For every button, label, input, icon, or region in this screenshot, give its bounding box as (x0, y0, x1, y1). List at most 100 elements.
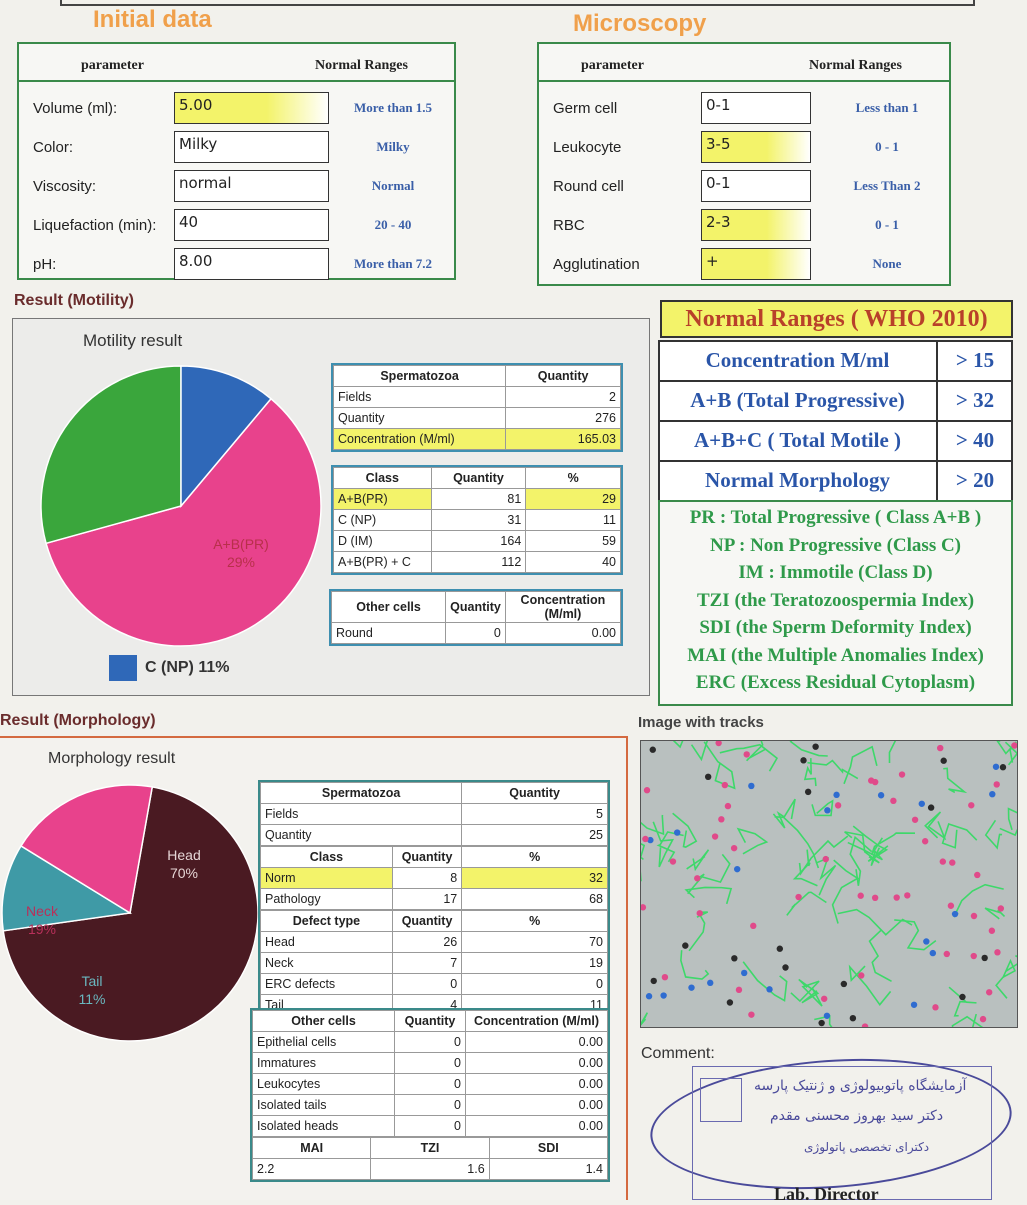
microscopy-norm: 0 - 1 (875, 139, 899, 154)
motility-other-table: Other cells Quantity Concentration (M/ml) R… (329, 589, 623, 646)
who-row-divider (936, 342, 938, 382)
sperm-head (766, 986, 773, 993)
initial-norm: More than 1.5 (353, 100, 433, 115)
sperm-head (669, 858, 677, 865)
pie-label: 19% (28, 921, 56, 937)
table-cell: 59 (525, 530, 621, 552)
sperm-head (750, 922, 757, 930)
initial-row: Liquefaction (min): 40 20 - 40 (19, 205, 454, 244)
morphology-panel: Morphology result Head 70% Tail 11% Neck 19% … (0, 736, 628, 1200)
sperm-track (951, 1013, 984, 1027)
microscopy-header-norm: Normal Ranges (809, 58, 902, 73)
table-header-cell: % (525, 467, 621, 489)
sperm-head (818, 1019, 825, 1027)
sperm-head (868, 777, 875, 784)
table-cell: 0 (391, 973, 463, 995)
table-row: A+B(PR) 81 29 (333, 488, 621, 510)
sperm-head (849, 1014, 857, 1022)
who-table: Concentration M/ml > 15 A+B (Total Progres… (658, 340, 1013, 502)
table-row: Quantity 25 (259, 824, 608, 846)
sperm-track (831, 859, 860, 924)
who-row-divider (936, 382, 938, 422)
sperm-track (641, 814, 665, 836)
table-header-cell: Spermatozoa (332, 365, 507, 387)
motility-class-table: Class Quantity% A+B(PR) 81 29 C (NP) 31 11 D (IM… (331, 465, 623, 575)
pie-label: 29% (227, 554, 255, 570)
stamp-line-1: آزمایشگاه پاتوبیولوژی و ژنتیک پارسه (754, 1078, 967, 1094)
initial-norm: 20 - 40 (374, 217, 412, 232)
table-cell: 276 (505, 407, 621, 429)
motility-chart-title: Motility result (83, 331, 183, 350)
sperm-head (726, 999, 734, 1006)
initial-value: 5.00 (174, 92, 329, 124)
table-cell: Norm (260, 867, 393, 889)
sperm-head (724, 802, 732, 810)
sperm-head (707, 979, 714, 987)
sperm-track (746, 741, 767, 762)
table-header-cell: Quantity (505, 365, 621, 387)
microscopy-value: + (701, 248, 811, 280)
who-legend-line: MAI (the Multiple Anomalies Index) (687, 644, 984, 666)
initial-label: Liquefaction (min): (33, 217, 157, 234)
sperm-track (811, 799, 834, 817)
table-cell: Round (330, 622, 447, 644)
sperm-track (803, 758, 817, 787)
sperm-head (661, 973, 669, 981)
microscopy-label: Germ cell (553, 100, 618, 117)
table-cell: 0.00 (465, 1073, 608, 1095)
table-row: Neck 7 19 (260, 952, 608, 974)
sperm-track (703, 741, 736, 790)
sperm-head (643, 787, 651, 794)
morphology-chart-title: Morphology result (48, 750, 176, 767)
sperm-track (844, 831, 880, 864)
table-header-cell: Quantity (391, 846, 463, 868)
who-row: A+B (Total Progressive) > 32 (660, 382, 1011, 422)
initial-row: Volume (ml): 5.00 More than 1.5 (19, 88, 454, 127)
pie-label: A+B(PR) (213, 536, 269, 552)
initial-row: pH: 8.00 More than 7.2 (19, 244, 454, 283)
who-row-label: A+B+C ( Total Motile ) (693, 428, 902, 452)
initial-label: Volume (ml): (33, 100, 118, 117)
sperm-head (871, 894, 879, 902)
sperm-head (970, 952, 977, 960)
sperm-track (790, 980, 823, 1007)
table-cell: Fields (332, 386, 507, 408)
table-cell: ERC defects (260, 973, 393, 995)
table-header-cell: Class (260, 846, 393, 868)
sperm-head (642, 835, 649, 843)
sperm-head (893, 894, 900, 901)
morphology-section-title: Result (Morphology) (0, 712, 156, 729)
morphology-other-table: Other cells Quantity Concentration (M/ml) E… (250, 1008, 610, 1182)
sperm-head (748, 782, 755, 790)
tracks-image (640, 740, 1018, 1028)
microscopy-row: Round cell 0-1 Less Than 2 (539, 166, 949, 205)
table-cell: Leukocytes (252, 1073, 395, 1095)
table-header-row: Other cells Quantity Concentration (M/ml) (330, 591, 622, 623)
table-cell: 17 (391, 888, 463, 910)
motility-legend-swatch (109, 655, 137, 681)
sperm-track (1004, 741, 1017, 766)
who-title: Normal Ranges ( WHO 2010) (660, 300, 1013, 338)
sperm-track (688, 911, 709, 952)
table-row: Epithelial cells 0 0.00 (252, 1031, 608, 1053)
table-cell: 0 (394, 1115, 466, 1137)
sperm-track (888, 741, 897, 764)
sperm-head (748, 1011, 755, 1018)
table-row: D (IM) 164 59 (333, 530, 621, 552)
sperm-track (786, 891, 827, 916)
sperm-track (736, 827, 769, 855)
sperm-head (940, 757, 947, 764)
sperm-head (641, 904, 647, 911)
initial-value: normal (174, 170, 329, 202)
table-header-cell: Quantity (445, 591, 506, 623)
table-cell: 81 (430, 488, 527, 510)
table-header-row: Spermatozoa Quantity (332, 365, 621, 387)
microscopy-norm: 0 - 1 (875, 217, 899, 232)
table-cell: 0.00 (465, 1094, 608, 1116)
sperm-head (943, 950, 951, 958)
pie-label: Neck (26, 903, 59, 919)
table-cell: 0.00 (504, 622, 622, 644)
sperm-track (837, 908, 913, 936)
sperm-head (932, 1004, 939, 1011)
microscopy-value: 0-1 (701, 92, 811, 124)
